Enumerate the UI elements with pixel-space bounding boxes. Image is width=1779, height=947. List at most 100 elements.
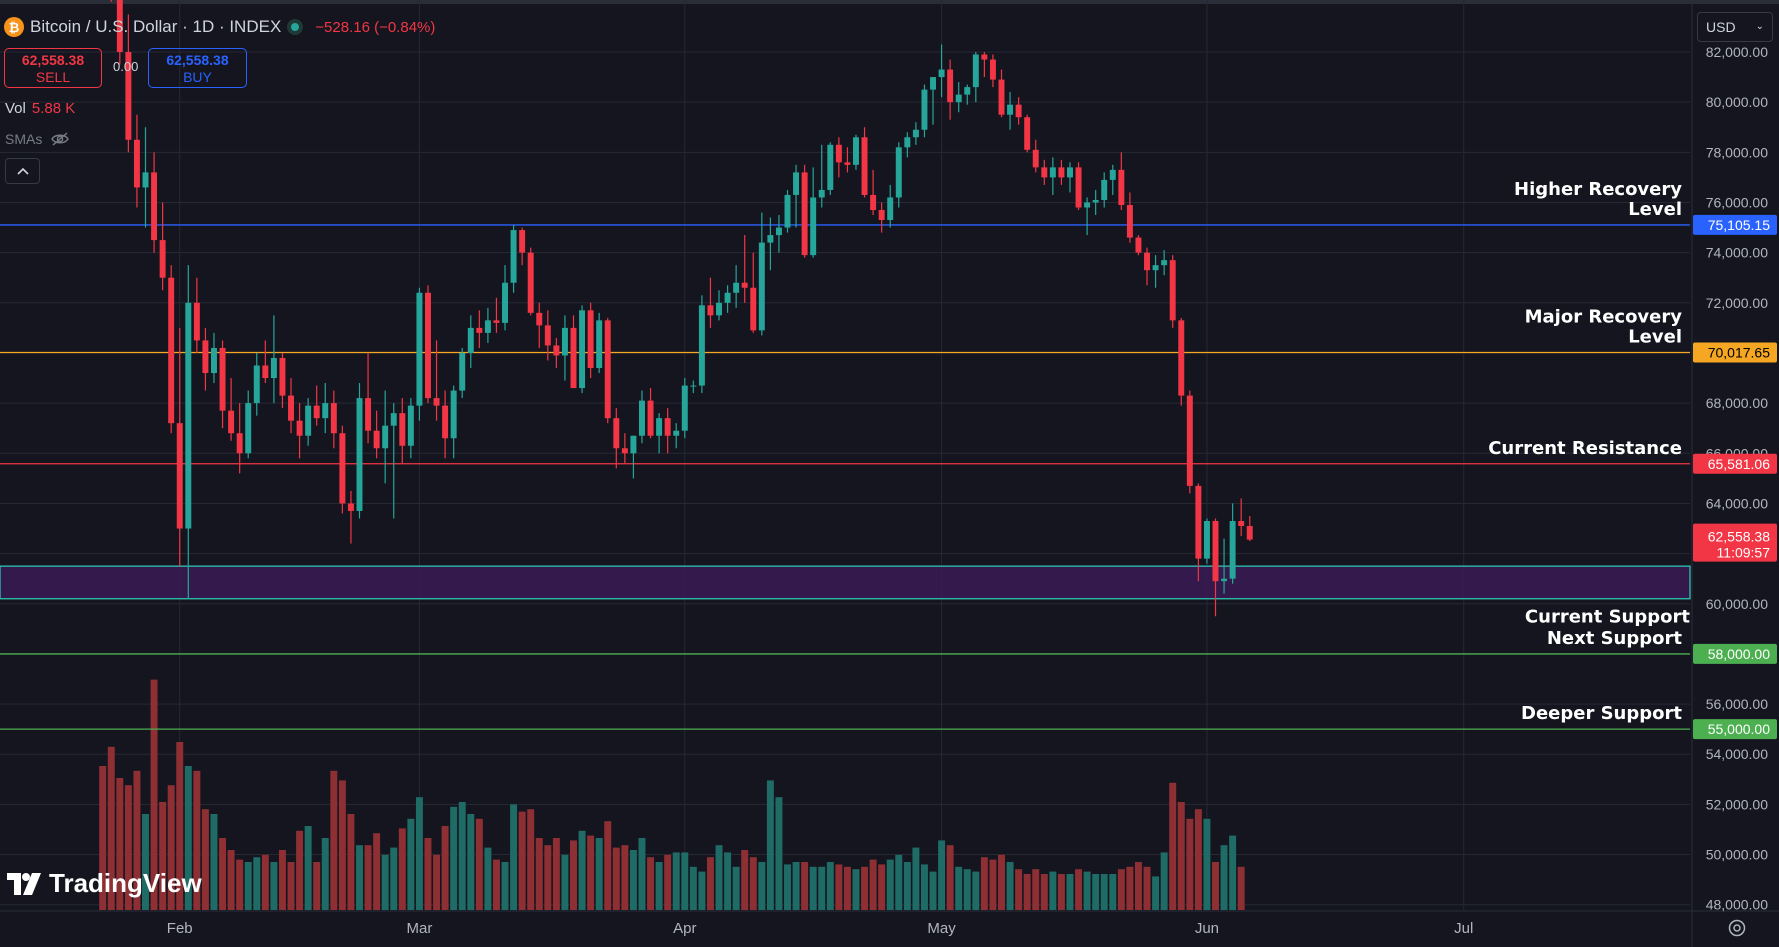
sell-button[interactable]: 62,558.38 SELL <box>4 48 102 88</box>
volume-bar <box>681 852 689 910</box>
volume-bar <box>124 785 132 910</box>
candle <box>724 285 731 313</box>
candle-body <box>493 320 500 323</box>
volume-bar <box>920 864 928 910</box>
volume-bar <box>672 852 680 910</box>
volume-bar <box>826 862 834 910</box>
candle <box>964 84 971 105</box>
buy-button[interactable]: 62,558.38 BUY <box>148 48 247 88</box>
volume-bar <box>450 806 458 910</box>
volume-bar <box>1049 871 1057 910</box>
candle <box>407 398 414 459</box>
volume-bar <box>415 797 423 910</box>
candle-body <box>981 54 988 60</box>
volume-bar <box>835 864 843 910</box>
chevron-down-icon: ⌄ <box>1755 21 1764 32</box>
level-badge-text: 58,000.00 <box>1708 646 1770 662</box>
volume-legend[interactable]: Vol 5.88 K <box>5 100 75 117</box>
candle-body <box>416 292 423 406</box>
volume-bar <box>116 778 124 910</box>
settings-icon[interactable] <box>1726 917 1748 939</box>
volume-bar <box>1237 866 1245 910</box>
time-axis[interactable]: Feb Mar Apr May Jun Jul <box>167 920 1474 937</box>
volume-bar <box>244 862 252 910</box>
volume-bar <box>552 838 560 910</box>
y-tick-label: 48,000.00 <box>1706 897 1768 913</box>
candle <box>279 352 286 409</box>
chevron-up-icon <box>16 167 29 175</box>
volume-bar <box>296 830 304 910</box>
price-axis[interactable]: 48,000.00 50,000.00 52,000.00 54,000.00 56,0… <box>1693 44 1777 913</box>
level-price-badge: 75,105.15 <box>1693 214 1777 235</box>
volume-bar <box>1117 869 1125 910</box>
candle <box>1075 162 1082 211</box>
volume-bar <box>270 862 278 910</box>
buy-label: BUY <box>183 69 212 85</box>
candle-body <box>587 310 594 369</box>
candle-body <box>459 352 466 391</box>
candle-body <box>442 405 449 439</box>
smas-legend[interactable]: SMAs <box>5 131 70 147</box>
support-zone-rect[interactable] <box>0 565 1691 600</box>
candle <box>870 169 877 216</box>
y-tick-label: 52,000.00 <box>1706 796 1768 812</box>
candle-body <box>1186 395 1193 486</box>
candle-body <box>613 418 620 449</box>
candle <box>835 137 842 178</box>
volume-bar <box>278 850 286 910</box>
candle-body <box>262 365 269 379</box>
candle-body <box>767 235 774 243</box>
symbol-title[interactable]: Bitcoin / U.S. Dollar · 1D · INDEX <box>30 17 282 36</box>
top-toolbar-edge <box>0 0 1779 4</box>
candle-body <box>1161 260 1168 266</box>
level-label: Higher Recovery <box>1514 179 1682 200</box>
candle-body <box>484 320 491 333</box>
candle <box>399 398 406 464</box>
volume-bar <box>1160 852 1168 910</box>
candle <box>775 215 782 253</box>
candle <box>1015 97 1022 125</box>
candle-body <box>219 347 226 411</box>
candles <box>110 0 1253 617</box>
volume-bar <box>133 770 141 910</box>
candle-body <box>630 435 637 454</box>
candle <box>1212 518 1219 617</box>
candle-body <box>1024 117 1031 150</box>
candle <box>467 315 474 369</box>
candle-body <box>476 327 483 333</box>
candle-body <box>211 347 217 374</box>
candle <box>510 225 517 293</box>
candle-body <box>1195 485 1202 559</box>
candle <box>322 383 329 434</box>
volume-bar <box>201 809 209 910</box>
volume-bar <box>570 840 577 910</box>
candle <box>262 340 269 384</box>
candle-body <box>502 282 508 323</box>
candle <box>793 164 800 228</box>
volume-bar <box>321 838 329 910</box>
currency-select[interactable]: USD ⌄ <box>1697 12 1773 42</box>
collapse-legend-button[interactable] <box>5 158 40 184</box>
candle <box>527 247 534 316</box>
candle-body <box>818 189 825 198</box>
volume-bar <box>1100 874 1108 910</box>
y-tick-label: 72,000.00 <box>1706 295 1768 311</box>
candle-body <box>1049 167 1056 178</box>
candle <box>219 340 226 429</box>
candle <box>587 302 594 379</box>
eye-off-icon[interactable] <box>50 131 70 147</box>
x-tick-label: Apr <box>673 920 696 937</box>
volume-bar <box>184 766 192 910</box>
candle-body <box>681 385 688 431</box>
volume-bar <box>895 854 903 910</box>
candle <box>570 315 577 389</box>
volume-bar <box>587 835 595 910</box>
candle-body <box>989 59 996 80</box>
candle <box>339 425 346 514</box>
volume-bar <box>998 854 1005 910</box>
candle-body <box>998 79 1005 115</box>
candle <box>544 310 551 361</box>
volume-bar <box>758 862 766 910</box>
candle-body <box>133 139 140 188</box>
